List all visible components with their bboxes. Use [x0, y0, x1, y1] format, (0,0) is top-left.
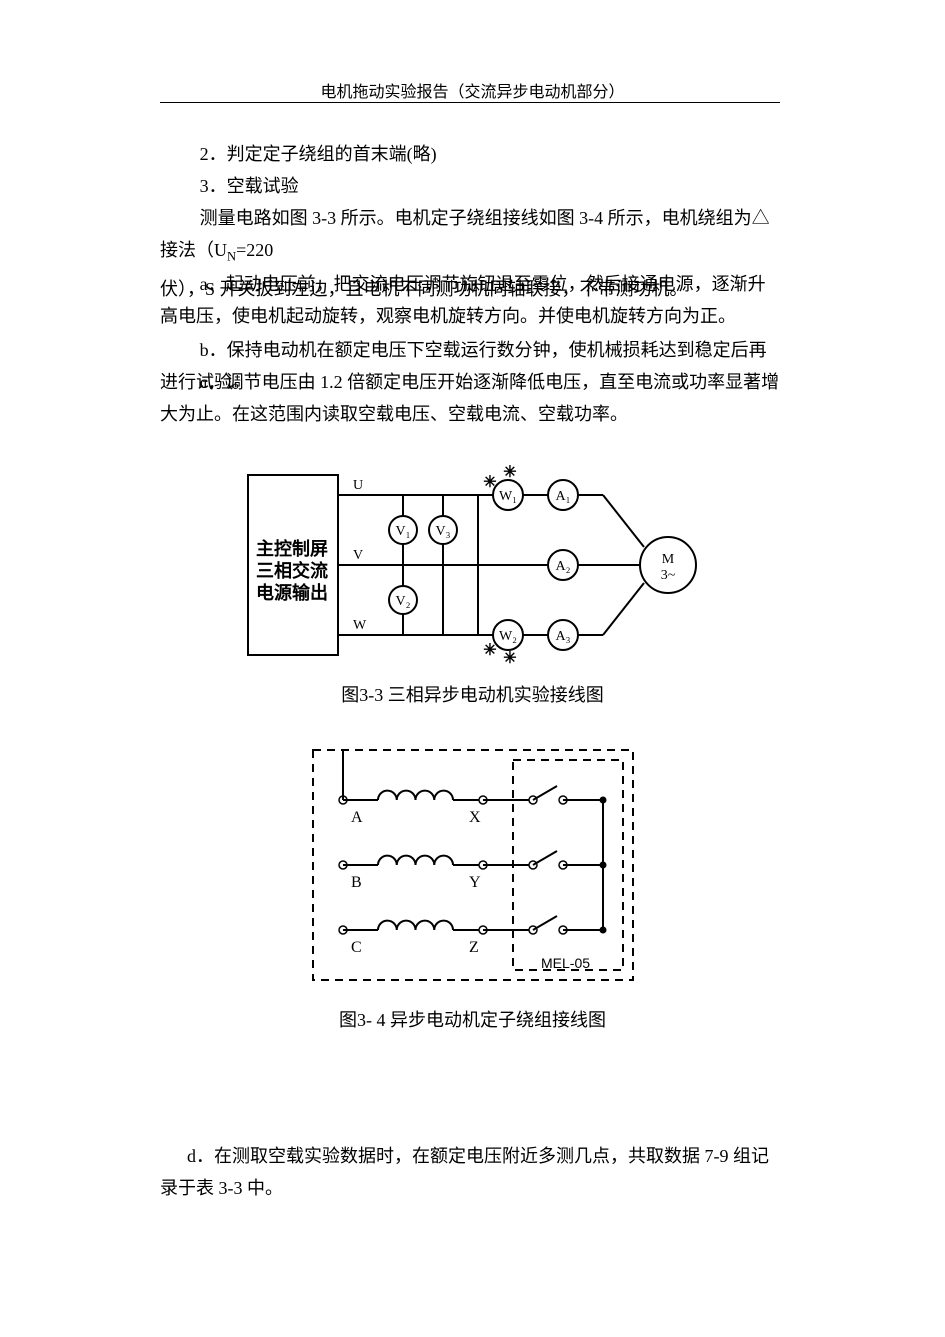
figure-3-3-block: 主控制屏三相交流电源输出UVWV₁V₃V₂W₁W₂✳✳✳✳A₁A₂A₃M3~ 图… [0, 455, 945, 707]
svg-text:U: U [353, 478, 363, 493]
header-underline [160, 102, 780, 103]
intro-text-b: =220 [236, 240, 273, 260]
step-c: c．调节电压由 1.2 倍额定电压开始逐渐降低电压，直至电流或功率显著增大为止。… [160, 366, 780, 430]
svg-text:MEL-05: MEL-05 [541, 955, 590, 971]
intro-sub: N [227, 250, 236, 264]
section-3-heading: 3．空载试验 [160, 170, 780, 202]
svg-text:✳: ✳ [483, 474, 496, 491]
svg-text:V₂: V₂ [395, 594, 410, 609]
svg-text:A: A [351, 809, 363, 826]
step-d: d．在测取空载实验数据时，在额定电压附近多测几点，共取数据 7-9 组记录于表 … [160, 1140, 780, 1204]
figure-3-4-svg: MEL-05 A X B Y C Z [303, 740, 643, 1000]
svg-text:W₁: W₁ [498, 489, 516, 504]
svg-text:V₁: V₁ [395, 524, 410, 539]
svg-text:A₂: A₂ [555, 559, 570, 574]
svg-text:W: W [353, 618, 367, 633]
svg-text:W₂: W₂ [498, 629, 516, 644]
svg-text:Y: Y [469, 874, 481, 891]
svg-text:三相交流: 三相交流 [256, 560, 328, 581]
svg-text:V₃: V₃ [435, 524, 450, 539]
svg-text:电源输出: 电源输出 [256, 582, 328, 603]
svg-text:✳: ✳ [483, 642, 496, 659]
page: 电机拖动实验报告（交流异步电动机部分） 2．判定定子绕组的首末端(略) 3．空载… [0, 0, 945, 1337]
svg-text:X: X [469, 809, 481, 826]
svg-text:Z: Z [469, 939, 479, 956]
figure-3-3-caption: 图3-3 三相异步电动机实验接线图 [0, 681, 945, 707]
svg-text:✳: ✳ [503, 464, 516, 481]
svg-text:B: B [351, 874, 362, 891]
svg-text:主控制屏: 主控制屏 [256, 538, 328, 559]
svg-text:C: C [351, 939, 362, 956]
page-header: 电机拖动实验报告（交流异步电动机部分） [0, 78, 945, 102]
step-a: a．起动电压前，把交流电压调节旋钮退至零位，然后接通电源，逐渐升高电压，使电机起… [160, 268, 780, 332]
figure-3-4-block: MEL-05 A X B Y C Z 图3- 4 异步电动机定子绕组接线图 [0, 740, 945, 1032]
figure-3-3-svg: 主控制屏三相交流电源输出UVWV₁V₃V₂W₁W₂✳✳✳✳A₁A₂A₃M3~ [238, 455, 708, 675]
svg-text:A₃: A₃ [555, 629, 570, 644]
section-2-heading: 2．判定定子绕组的首末端(略) [160, 138, 780, 170]
svg-text:M: M [661, 552, 674, 567]
svg-text:A₁: A₁ [555, 489, 570, 504]
figure-3-4-caption: 图3- 4 异步电动机定子绕组接线图 [0, 1006, 945, 1032]
svg-text:3~: 3~ [660, 568, 675, 583]
svg-text:✳: ✳ [503, 650, 516, 667]
svg-text:V: V [353, 548, 363, 563]
